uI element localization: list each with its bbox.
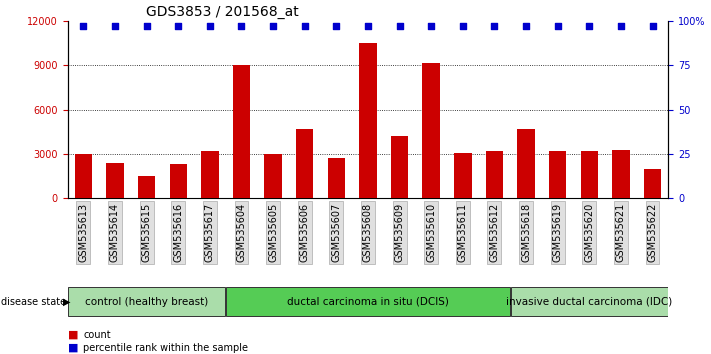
Bar — [296, 129, 314, 198]
Text: GSM535618: GSM535618 — [521, 203, 531, 262]
FancyBboxPatch shape — [68, 287, 225, 316]
FancyBboxPatch shape — [226, 287, 510, 316]
Text: invasive ductal carcinoma (IDC): invasive ductal carcinoma (IDC) — [506, 297, 673, 307]
Bar — [201, 151, 218, 198]
Point — [236, 23, 247, 29]
Text: GSM535610: GSM535610 — [426, 203, 436, 262]
Text: GSM535613: GSM535613 — [78, 203, 88, 262]
Text: ■: ■ — [68, 343, 78, 353]
Text: ■: ■ — [68, 330, 78, 339]
Text: GSM535607: GSM535607 — [331, 203, 341, 262]
Point — [109, 23, 121, 29]
Bar — [644, 169, 661, 198]
Point — [615, 23, 626, 29]
Bar — [581, 151, 598, 198]
Bar — [549, 151, 567, 198]
Text: GSM535605: GSM535605 — [268, 203, 278, 262]
Bar — [328, 159, 345, 198]
Bar — [391, 136, 408, 198]
Text: GDS3853 / 201568_at: GDS3853 / 201568_at — [146, 5, 299, 19]
Text: GSM535619: GSM535619 — [552, 203, 562, 262]
Text: GSM535611: GSM535611 — [458, 203, 468, 262]
Text: GSM535617: GSM535617 — [205, 203, 215, 262]
Point — [647, 23, 658, 29]
Bar — [232, 65, 250, 198]
Bar — [359, 44, 377, 198]
Text: disease state: disease state — [1, 297, 66, 307]
Text: GSM535609: GSM535609 — [395, 203, 405, 262]
Text: GSM535606: GSM535606 — [300, 203, 310, 262]
Bar — [106, 163, 124, 198]
Point — [267, 23, 279, 29]
FancyBboxPatch shape — [510, 287, 668, 316]
Point — [299, 23, 311, 29]
Point — [552, 23, 563, 29]
Point — [488, 23, 500, 29]
Point — [394, 23, 405, 29]
Bar — [612, 149, 630, 198]
Text: GSM535614: GSM535614 — [110, 203, 120, 262]
Point — [141, 23, 152, 29]
Bar — [75, 154, 92, 198]
Point — [331, 23, 342, 29]
Bar — [422, 63, 440, 198]
Text: ductal carcinoma in situ (DCIS): ductal carcinoma in situ (DCIS) — [287, 297, 449, 307]
Point — [520, 23, 532, 29]
Point — [77, 23, 89, 29]
Bar — [518, 129, 535, 198]
Bar — [138, 176, 155, 198]
Bar — [486, 151, 503, 198]
Text: control (healthy breast): control (healthy breast) — [85, 297, 208, 307]
Text: GSM535621: GSM535621 — [616, 203, 626, 262]
Text: GSM535612: GSM535612 — [489, 203, 499, 262]
Point — [457, 23, 469, 29]
Point — [584, 23, 595, 29]
Text: GSM535615: GSM535615 — [141, 203, 151, 262]
Bar — [454, 153, 471, 198]
Text: ▶: ▶ — [63, 297, 70, 307]
Point — [173, 23, 184, 29]
Text: GSM535604: GSM535604 — [237, 203, 247, 262]
Bar — [264, 154, 282, 198]
Text: count: count — [83, 330, 111, 339]
Point — [425, 23, 437, 29]
Text: GSM535620: GSM535620 — [584, 203, 594, 262]
Bar — [169, 164, 187, 198]
Text: GSM535622: GSM535622 — [648, 203, 658, 262]
Text: percentile rank within the sample: percentile rank within the sample — [83, 343, 248, 353]
Point — [204, 23, 215, 29]
Text: GSM535616: GSM535616 — [173, 203, 183, 262]
Point — [362, 23, 374, 29]
Text: GSM535608: GSM535608 — [363, 203, 373, 262]
